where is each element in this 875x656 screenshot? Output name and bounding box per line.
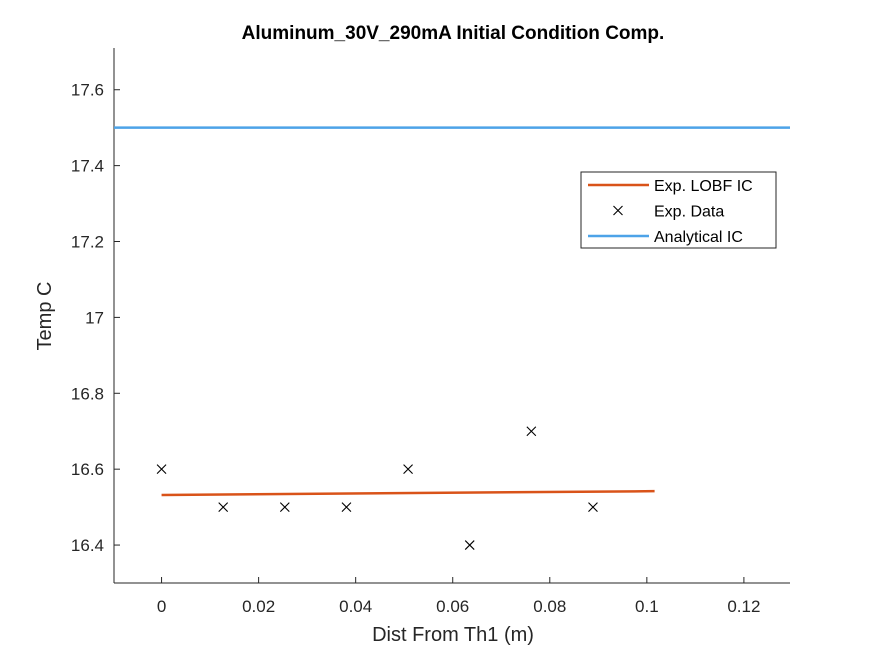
- y-tick-label: 16.4: [71, 536, 104, 555]
- legend-marker-exp-data: [613, 205, 623, 216]
- y-tick-label: 17.6: [71, 81, 104, 100]
- data-point-marker: [341, 502, 352, 513]
- x-tick-label: 0: [157, 597, 166, 616]
- y-tick-label: 17.4: [71, 157, 104, 176]
- legend-label: Analytical IC: [654, 229, 743, 246]
- data-point-marker: [588, 502, 598, 513]
- data-point-marker: [279, 502, 290, 513]
- x-tick-label: 0.08: [533, 597, 566, 616]
- x-tick-label: 0.1: [635, 597, 659, 616]
- chart-title: Aluminum_30V_290mA Initial Condition Com…: [242, 23, 665, 44]
- data-point-marker: [403, 464, 413, 475]
- exp-lobf-ic-line: [161, 489, 655, 497]
- data-point-marker: [526, 426, 537, 437]
- data-point-marker: [156, 464, 167, 475]
- legend: Exp. LOBF IC Exp. Data Analytical IC: [580, 171, 777, 249]
- y-tick-label: 17.2: [71, 233, 104, 252]
- legend-label: Exp. Data: [654, 204, 724, 221]
- data-point-marker: [464, 540, 475, 550]
- y-axis-title: Temp C: [34, 282, 56, 351]
- y-tick-label: 16.8: [71, 384, 104, 403]
- x-tick-label: 0.04: [339, 597, 372, 616]
- x-tick-label: 0.12: [727, 597, 760, 616]
- x-tick-label: 0.02: [242, 597, 275, 616]
- legend-label: Exp. LOBF IC: [654, 178, 753, 195]
- y-tick-label: 17: [85, 308, 104, 327]
- plot-area: 0 0.02 0.04 0.06 0.08 0.1 0.12 16.4 16.6 16.8 17 17…: [71, 48, 790, 616]
- x-tick-label: 0.06: [436, 597, 469, 616]
- data-point-marker: [218, 502, 229, 513]
- y-tick-label: 16.6: [71, 460, 104, 479]
- x-axis-title: Dist From Th1 (m): [372, 624, 534, 646]
